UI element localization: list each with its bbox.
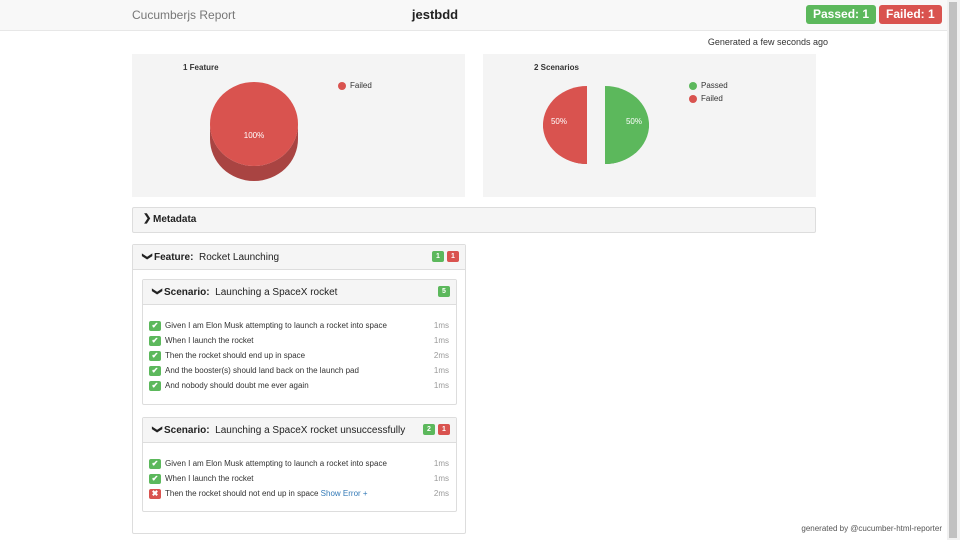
report-brand[interactable]: Cucumberjs Report [132, 8, 236, 22]
top-navbar: Cucumberjs Report jestbdd Passed: 1 Fail… [0, 0, 947, 31]
footer-credit: generated by @cucumber-html-reporter [801, 524, 942, 533]
metadata-panel[interactable]: ❯ Metadata [132, 207, 816, 233]
scrollbar-thumb[interactable] [949, 2, 957, 538]
step-row: ✔ And the booster(s) should land back on… [149, 365, 449, 380]
step-row: ✔ When I launch the rocket 1ms [149, 335, 449, 350]
check-icon: ✔ [149, 351, 161, 361]
check-icon: ✔ [149, 381, 161, 391]
step-row: ✔ Then the rocket should end up in space… [149, 350, 449, 365]
check-icon: ✔ [149, 474, 161, 484]
features-pie-slice-failed [210, 82, 298, 166]
step-text: When I launch the rocket [165, 336, 254, 345]
step-text: And nobody should doubt me ever again [165, 381, 309, 390]
cross-icon: ✖ [149, 489, 161, 499]
feature-failed-count-badge: 1 [447, 251, 459, 262]
scenario-name: Launching a SpaceX rocket [215, 287, 338, 298]
features-pie-chart: 100% [210, 82, 298, 181]
feature-title: Feature: Rocket Launching [154, 252, 279, 263]
scenario-panel: ❯ Scenario: Launching a SpaceX rocket 5 … [142, 279, 457, 405]
step-text: When I launch the rocket [165, 474, 254, 483]
legend-dot-passed [689, 81, 697, 90]
scenarios-pie-slice-failed [543, 86, 587, 164]
step-text: Given I am Elon Musk attempting to launc… [165, 321, 387, 330]
scenario-panel: ❯ Scenario: Launching a SpaceX rocket un… [142, 417, 457, 512]
features-chart-title: 1 Feature [183, 63, 219, 72]
scenario-keyword: Scenario: [164, 425, 210, 436]
legend-label: Failed [701, 94, 723, 103]
feature-panel: ❯ Feature: Rocket Launching 1 1 ❯ Scenar… [132, 244, 466, 534]
step-duration: 1ms [433, 336, 449, 345]
check-icon: ✔ [149, 366, 161, 376]
scenarios-pie-label-passed: 50% [626, 117, 642, 126]
step-text: Given I am Elon Musk attempting to launc… [165, 459, 387, 468]
check-icon: ✔ [149, 459, 161, 469]
legend-dot-failed [338, 81, 346, 90]
failed-badge: Failed: 1 [879, 5, 942, 24]
step-row: ✔ And nobody should doubt me ever again … [149, 380, 449, 395]
scenario-passed-count-badge: 5 [438, 286, 450, 297]
step-duration: 1ms [433, 474, 449, 483]
legend-label: Passed [701, 81, 728, 90]
step-text-with-link: Then the rocket should not end up in spa… [165, 489, 368, 498]
chevron-right-icon: ❯ [143, 213, 152, 224]
passed-badge: Passed: 1 [806, 5, 877, 24]
project-title: jestbdd [411, 7, 459, 22]
scenarios-chart-title: 2 Scenarios [534, 63, 579, 72]
chevron-down-icon: ❯ [141, 252, 153, 261]
scenario-keyword: Scenario: [164, 287, 210, 298]
legend-item-failed[interactable]: Failed [689, 92, 728, 105]
legend-dot-failed [689, 94, 697, 103]
step-row: ✔ Given I am Elon Musk attempting to lau… [149, 458, 449, 473]
legend-label: Failed [350, 81, 372, 90]
step-duration: 1ms [433, 321, 449, 330]
scenario-header[interactable]: ❯ Scenario: Launching a SpaceX rocket un… [143, 418, 456, 443]
scenario-failed-count-badge: 1 [438, 424, 450, 435]
features-pie-slice-failed-depth [210, 124, 298, 181]
check-icon: ✔ [149, 336, 161, 346]
features-chart-legend: Failed [338, 79, 372, 92]
scenarios-pie-chart: 50% 50% [543, 86, 649, 165]
metadata-label: Metadata [153, 214, 197, 225]
chevron-down-icon: ❯ [151, 287, 163, 296]
scenario-passed-count-badge: 2 [423, 424, 435, 435]
features-pie-label-failed: 100% [244, 131, 264, 140]
step-duration: 1ms [433, 366, 449, 375]
scenarios-pie-slice-passed [605, 86, 649, 164]
step-text: And the booster(s) should land back on t… [165, 366, 359, 375]
step-row: ✔ Given I am Elon Musk attempting to lau… [149, 320, 449, 335]
feature-keyword: Feature: [154, 252, 194, 263]
scenario-name: Launching a SpaceX rocket unsuccessfully [215, 425, 406, 436]
scenarios-chart-panel: 50% 50% 2 Scenarios Passed Failed [483, 54, 816, 197]
generated-timestamp: Generated a few seconds ago [707, 37, 828, 47]
legend-item-passed[interactable]: Passed [689, 79, 728, 92]
step-row: ✖ Then the rocket should not end up in s… [149, 488, 449, 503]
step-duration: 2ms [433, 351, 449, 360]
features-chart-panel: 100% 1 Feature Failed [132, 54, 465, 197]
chevron-down-icon: ❯ [151, 425, 163, 434]
scenario-header[interactable]: ❯ Scenario: Launching a SpaceX rocket 5 [143, 280, 456, 305]
step-row: ✔ When I launch the rocket 1ms [149, 473, 449, 488]
page-scrollbar[interactable] [947, 0, 960, 540]
step-duration: 2ms [433, 489, 449, 498]
step-duration: 1ms [433, 459, 449, 468]
step-text: Then the rocket should end up in space [165, 351, 306, 360]
step-text: Then the rocket should not end up in spa… [165, 489, 319, 498]
scenarios-chart-legend: Passed Failed [689, 79, 728, 105]
legend-item-failed[interactable]: Failed [338, 79, 372, 92]
step-duration: 1ms [433, 381, 449, 390]
scenarios-pie-label-failed: 50% [551, 117, 567, 126]
feature-header[interactable]: ❯ Feature: Rocket Launching 1 1 [133, 245, 465, 270]
feature-name: Rocket Launching [199, 252, 280, 263]
check-icon: ✔ [149, 321, 161, 331]
feature-passed-count-badge: 1 [432, 251, 444, 262]
show-error-link[interactable]: Show Error + [320, 489, 368, 498]
scenario-title: Scenario: Launching a SpaceX rocket [164, 287, 337, 298]
scenario-title: Scenario: Launching a SpaceX rocket unsu… [164, 425, 405, 436]
